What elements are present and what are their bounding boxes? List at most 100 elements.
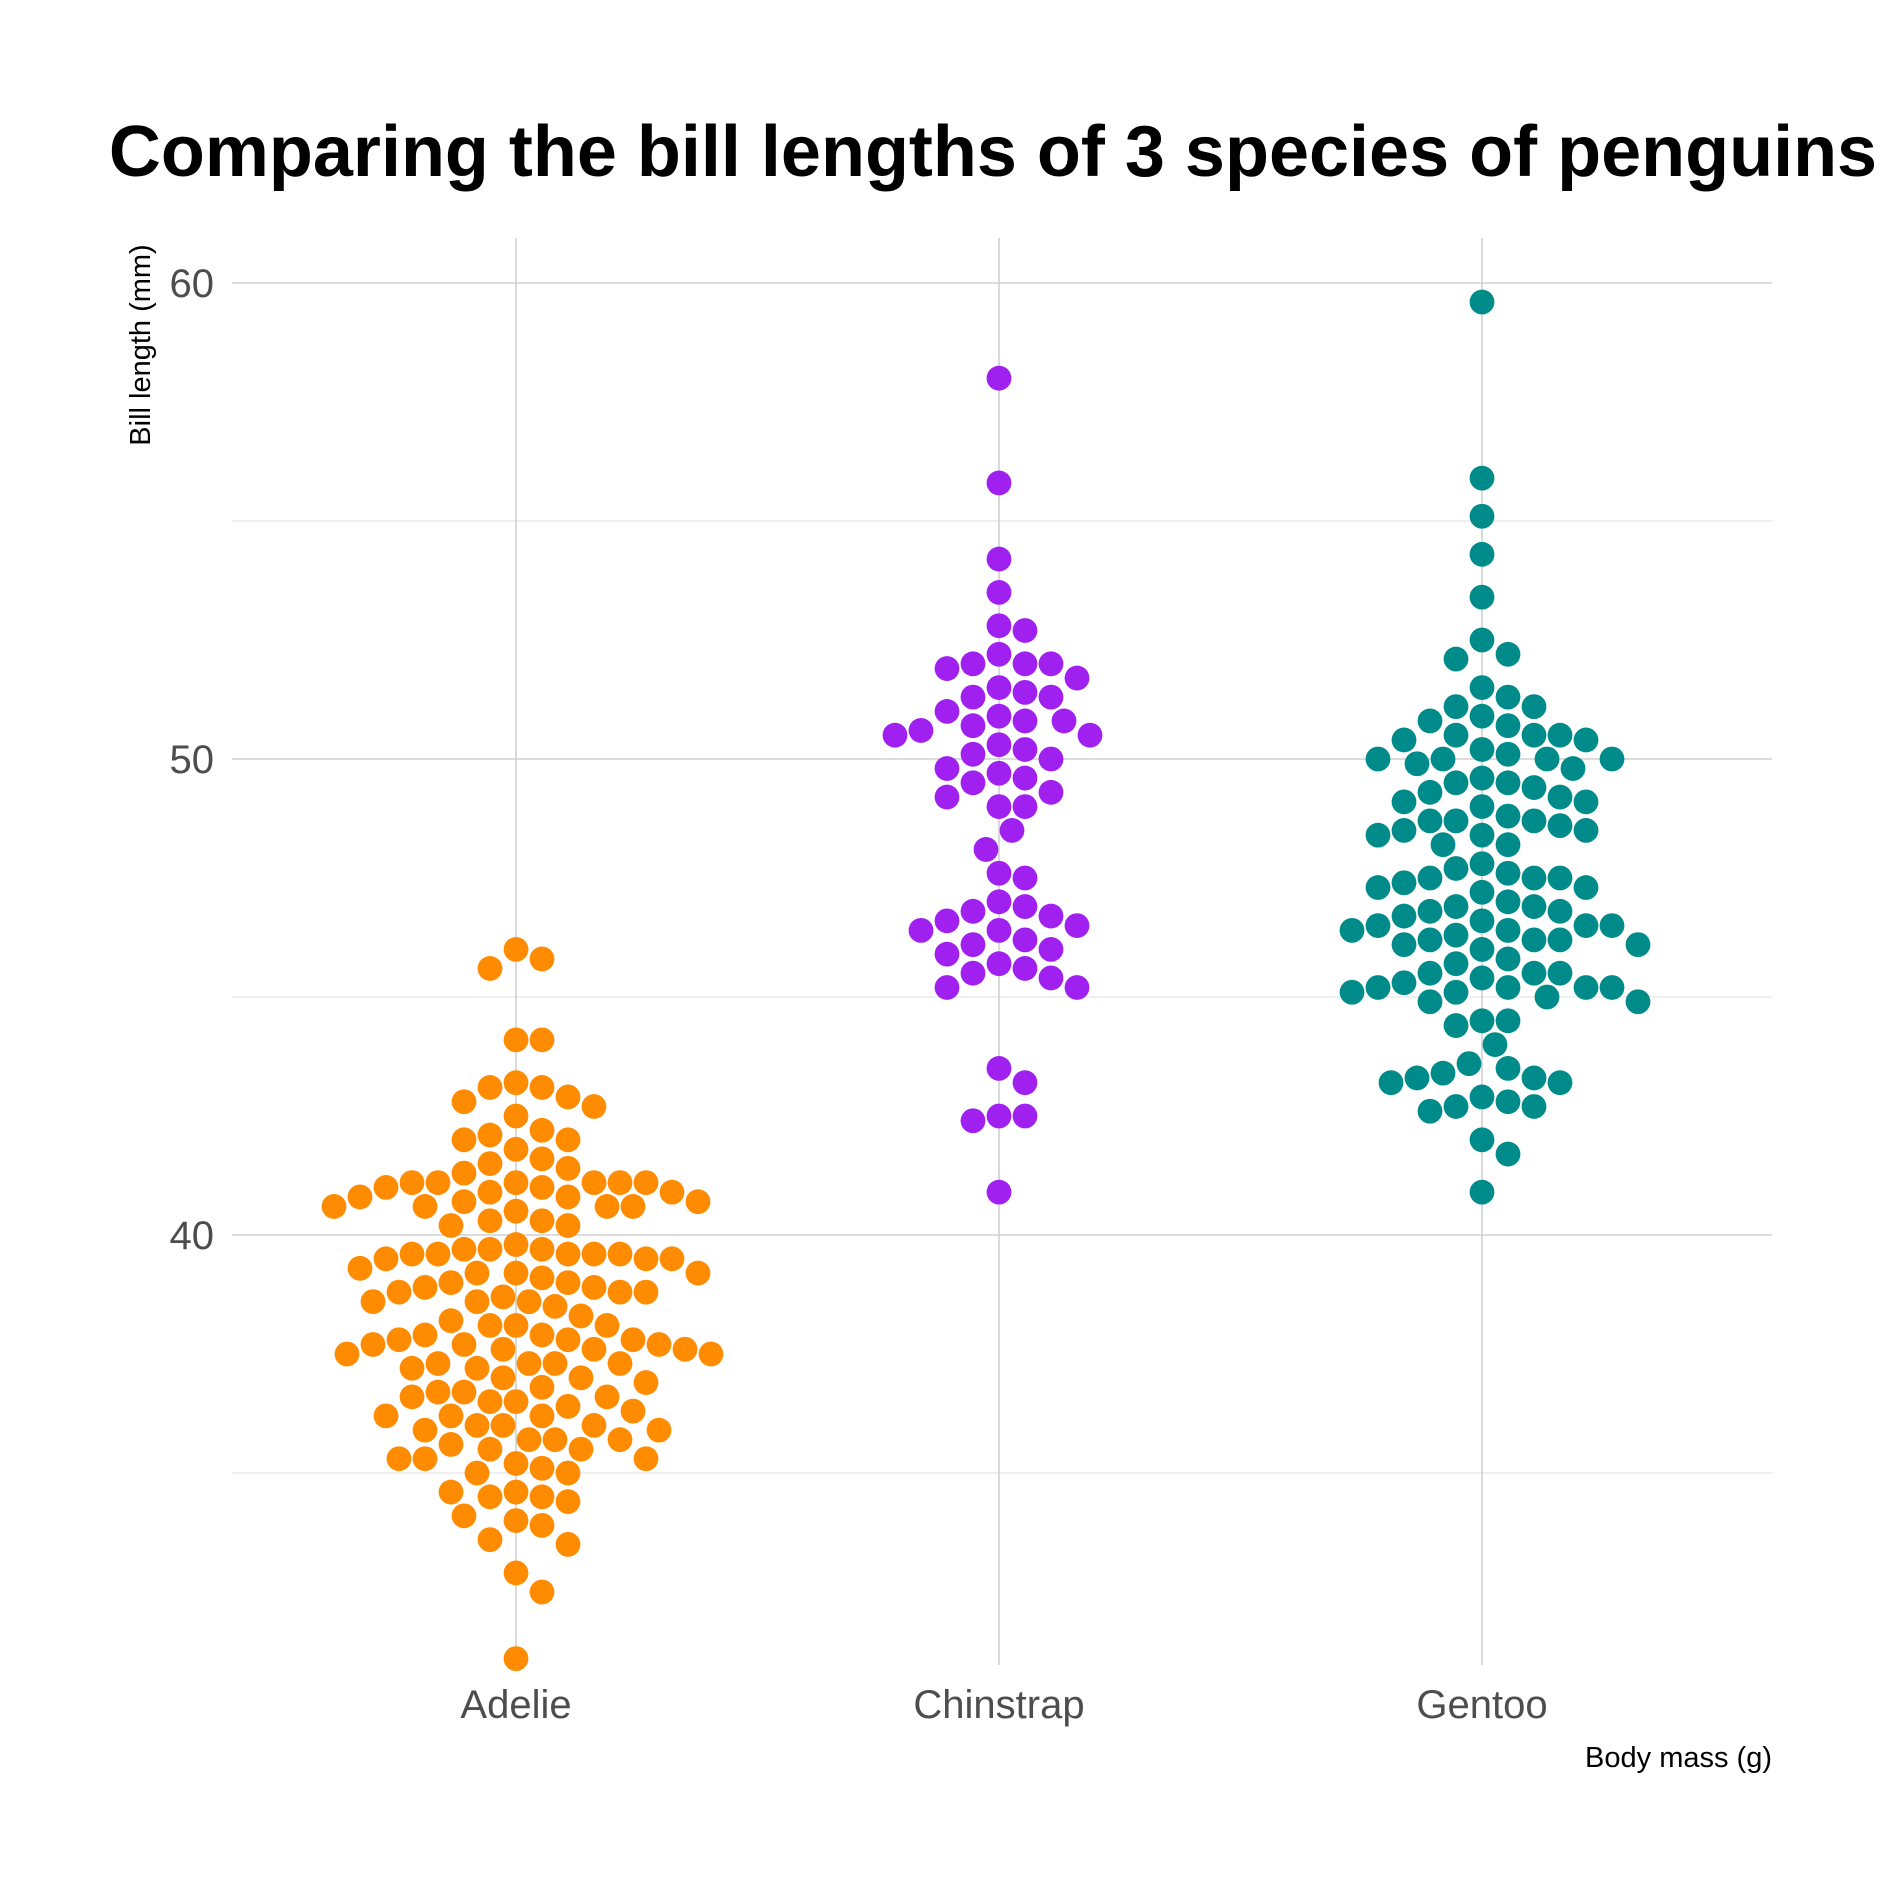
data-point-adelie: [503, 1260, 529, 1286]
data-point-adelie: [607, 1279, 633, 1305]
data-point-gentoo: [1495, 917, 1521, 943]
data-point-gentoo: [1521, 960, 1547, 986]
data-point-adelie: [451, 1332, 477, 1357]
data-point-gentoo: [1560, 756, 1586, 781]
data-point-gentoo: [1547, 898, 1573, 924]
data-point-adelie: [685, 1189, 711, 1215]
data-point-chinstrap: [986, 546, 1012, 572]
data-point-chinstrap: [986, 760, 1012, 786]
data-point-gentoo: [1547, 784, 1573, 810]
data-point-adelie: [412, 1194, 438, 1219]
data-point-adelie: [490, 1413, 516, 1438]
data-point-gentoo: [1469, 908, 1495, 934]
data-point-gentoo: [1469, 465, 1495, 491]
data-point-chinstrap: [1012, 927, 1038, 953]
data-point-adelie: [464, 1355, 490, 1381]
data-point-adelie: [451, 1160, 477, 1186]
data-point-adelie: [399, 1384, 425, 1410]
data-point-adelie: [607, 1241, 633, 1267]
data-point-chinstrap: [973, 837, 999, 862]
data-point-gentoo: [1534, 746, 1560, 772]
data-point-adelie: [386, 1279, 412, 1305]
data-point-adelie: [464, 1289, 490, 1315]
data-point-adelie: [451, 1189, 477, 1215]
chart-title: Comparing the bill lengths of 3 species …: [109, 112, 1877, 192]
data-point-gentoo: [1365, 822, 1391, 848]
data-point-chinstrap: [960, 1108, 986, 1134]
data-point-adelie: [360, 1332, 386, 1357]
data-point-gentoo: [1365, 875, 1391, 900]
data-point-adelie: [412, 1322, 438, 1348]
data-point-chinstrap: [986, 889, 1012, 915]
y-tick-label: 50: [170, 738, 215, 782]
data-point-gentoo: [1534, 984, 1560, 1010]
data-point-adelie: [451, 1503, 477, 1529]
data-point-gentoo: [1365, 975, 1391, 1000]
data-point-adelie: [555, 1327, 581, 1353]
data-point-adelie: [620, 1194, 646, 1219]
data-point-adelie: [542, 1427, 568, 1453]
data-point-chinstrap: [986, 917, 1012, 943]
data-point-adelie: [373, 1403, 399, 1429]
data-point-adelie: [438, 1403, 464, 1429]
data-point-gentoo: [1469, 584, 1495, 610]
data-point-gentoo: [1430, 832, 1456, 858]
data-point-gentoo: [1417, 1098, 1443, 1124]
data-point-gentoo: [1443, 1013, 1469, 1038]
data-point-gentoo: [1443, 808, 1469, 834]
data-point-chinstrap: [960, 651, 986, 677]
data-point-chinstrap: [986, 365, 1012, 391]
data-point-adelie: [477, 956, 503, 981]
data-point-adelie: [490, 1284, 516, 1310]
data-point-gentoo: [1495, 741, 1521, 767]
data-point-gentoo: [1404, 1065, 1430, 1091]
data-point-gentoo: [1599, 913, 1625, 938]
data-point-chinstrap: [986, 951, 1012, 977]
data-point-gentoo: [1469, 822, 1495, 848]
data-point-chinstrap: [1012, 894, 1038, 919]
data-point-chinstrap: [1038, 746, 1064, 772]
data-point-adelie: [659, 1246, 685, 1272]
data-point-gentoo: [1365, 746, 1391, 772]
y-axis-title: Bill length (mm): [125, 244, 157, 445]
data-point-adelie: [633, 1446, 659, 1472]
data-point-chinstrap: [908, 917, 934, 943]
data-point-gentoo: [1573, 727, 1599, 753]
data-point-gentoo: [1521, 1065, 1547, 1091]
data-point-gentoo: [1521, 722, 1547, 748]
data-point-chinstrap: [1012, 651, 1038, 677]
data-point-adelie: [529, 1403, 555, 1429]
data-point-adelie: [581, 1241, 607, 1267]
data-point-adelie: [607, 1170, 633, 1196]
data-point-adelie: [503, 1136, 529, 1162]
data-point-chinstrap: [934, 975, 960, 1000]
data-point-gentoo: [1469, 794, 1495, 819]
data-point-gentoo: [1417, 779, 1443, 805]
data-point-adelie: [607, 1351, 633, 1376]
data-point-adelie: [620, 1327, 646, 1353]
data-point-adelie: [529, 1512, 555, 1538]
data-point-chinstrap: [1038, 651, 1064, 677]
data-point-chinstrap: [934, 756, 960, 781]
data-point-adelie: [477, 1122, 503, 1148]
data-point-adelie: [425, 1351, 451, 1376]
data-point-gentoo: [1469, 541, 1495, 567]
data-point-adelie: [451, 1089, 477, 1115]
data-point-chinstrap: [1012, 1070, 1038, 1096]
data-point-chinstrap: [986, 580, 1012, 605]
data-point-gentoo: [1443, 894, 1469, 919]
data-point-gentoo: [1391, 870, 1417, 896]
data-point-gentoo: [1469, 675, 1495, 700]
data-point-chinstrap: [986, 641, 1012, 667]
data-point-adelie: [477, 1484, 503, 1510]
data-point-chinstrap: [1064, 913, 1090, 938]
data-point-gentoo: [1495, 770, 1521, 796]
data-point-gentoo: [1443, 979, 1469, 1005]
data-point-gentoo: [1495, 860, 1521, 886]
data-point-adelie: [555, 1532, 581, 1557]
data-point-gentoo: [1547, 865, 1573, 891]
data-point-gentoo: [1417, 960, 1443, 986]
data-point-adelie: [451, 1379, 477, 1405]
data-point-gentoo: [1521, 894, 1547, 919]
